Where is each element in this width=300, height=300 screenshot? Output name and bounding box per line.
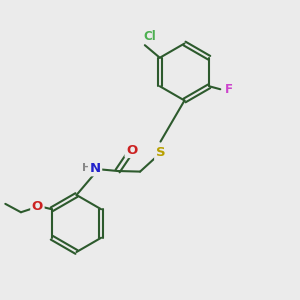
Text: O: O (32, 200, 43, 213)
Text: S: S (156, 146, 165, 160)
Text: F: F (225, 83, 233, 96)
Text: H: H (82, 163, 91, 173)
Text: O: O (126, 143, 137, 157)
Text: N: N (89, 162, 101, 175)
Text: Cl: Cl (143, 30, 156, 43)
